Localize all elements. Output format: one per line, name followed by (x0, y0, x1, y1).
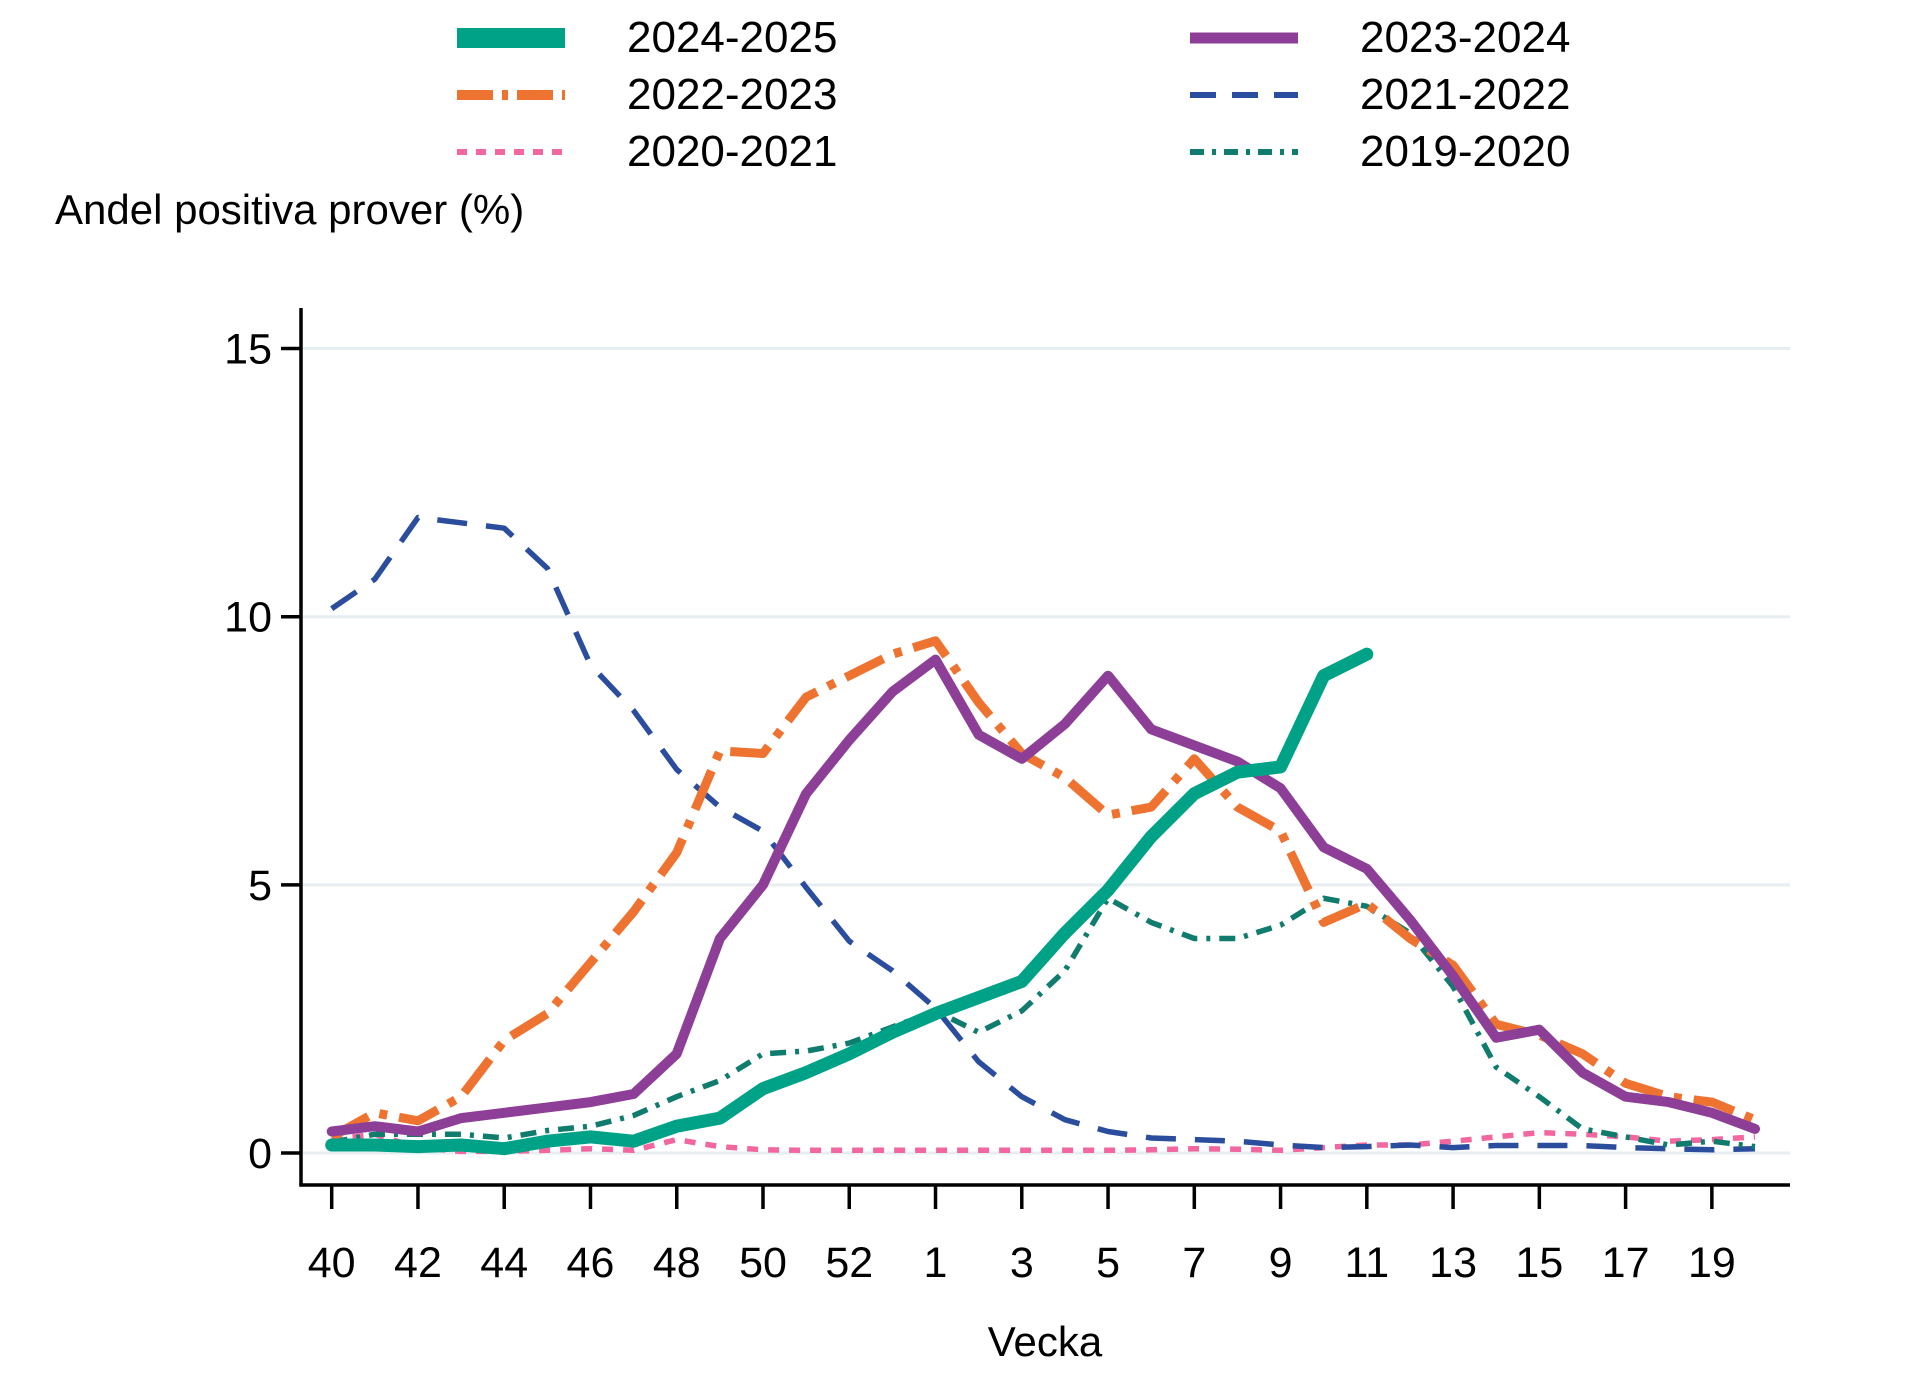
legend-item-2022-2023: 2022-2023 (457, 69, 1190, 121)
x-tick-label: 1 (924, 1239, 948, 1287)
y-tick-label: 10 (224, 594, 272, 642)
legend-item-2024-2025: 2024-2025 (457, 12, 1190, 64)
x-tick-label: 15 (1515, 1239, 1563, 1287)
x-tick-label: 19 (1688, 1239, 1736, 1287)
series-line-2021-2022 (330, 514, 1756, 1153)
y-tick-label: 15 (224, 326, 272, 374)
legend-item-2019-2020: 2019-2020 (1190, 126, 1570, 178)
legend-label: 2020-2021 (627, 127, 838, 176)
legend-label: 2024-2025 (627, 13, 838, 62)
x-tick-label: 48 (653, 1239, 701, 1287)
legend-line-icon (1190, 32, 1298, 44)
legend-label: 2023-2024 (1360, 13, 1571, 62)
series-line-2020-2021 (331, 1129, 1756, 1155)
x-tick-label: 13 (1429, 1239, 1477, 1287)
series-line-2019-2020 (331, 895, 1756, 1150)
series-line-2024-2025 (325, 647, 1374, 1156)
legend-line-icon (457, 149, 565, 155)
x-tick-label: 46 (567, 1239, 615, 1287)
legend-line-icon (457, 28, 565, 48)
chart-legend: 2024-2025 2023-2024 2022-2023 2021-2022 2020… (457, 12, 1570, 178)
x-tick-label: 7 (1182, 1239, 1206, 1287)
legend-line-icon (457, 90, 565, 100)
legend-item-2023-2024: 2023-2024 (1190, 12, 1570, 64)
x-tick-label: 50 (739, 1239, 787, 1287)
y-axis-title: Andel positiva prover (%) (55, 186, 525, 233)
x-axis-title: Vecka (987, 1318, 1103, 1365)
x-tick-label: 40 (308, 1239, 356, 1287)
legend-line-icon (1190, 92, 1298, 98)
legend-label: 2019-2020 (1360, 127, 1571, 176)
x-tick-label: 9 (1269, 1239, 1293, 1287)
legend-line-icon (1190, 149, 1298, 155)
legend-item-2020-2021: 2020-2021 (457, 126, 1190, 178)
x-tick-label: 44 (480, 1239, 528, 1287)
x-tick-label: 17 (1602, 1239, 1650, 1287)
x-tick-label: 3 (1010, 1239, 1034, 1287)
legend-label: 2021-2022 (1360, 70, 1571, 119)
series-line-2022-2023 (329, 636, 1757, 1141)
x-tick-label: 52 (825, 1239, 873, 1287)
x-tick-label: 42 (394, 1239, 442, 1287)
y-tick-label: 0 (248, 1130, 272, 1178)
legend-label: 2022-2023 (627, 70, 838, 119)
legend-item-2021-2022: 2021-2022 (1190, 69, 1570, 121)
y-tick-label: 5 (248, 862, 272, 910)
x-tick-label: 5 (1096, 1239, 1120, 1287)
x-tick-label: 11 (1344, 1239, 1389, 1287)
series-line-2023-2024 (326, 654, 1760, 1137)
